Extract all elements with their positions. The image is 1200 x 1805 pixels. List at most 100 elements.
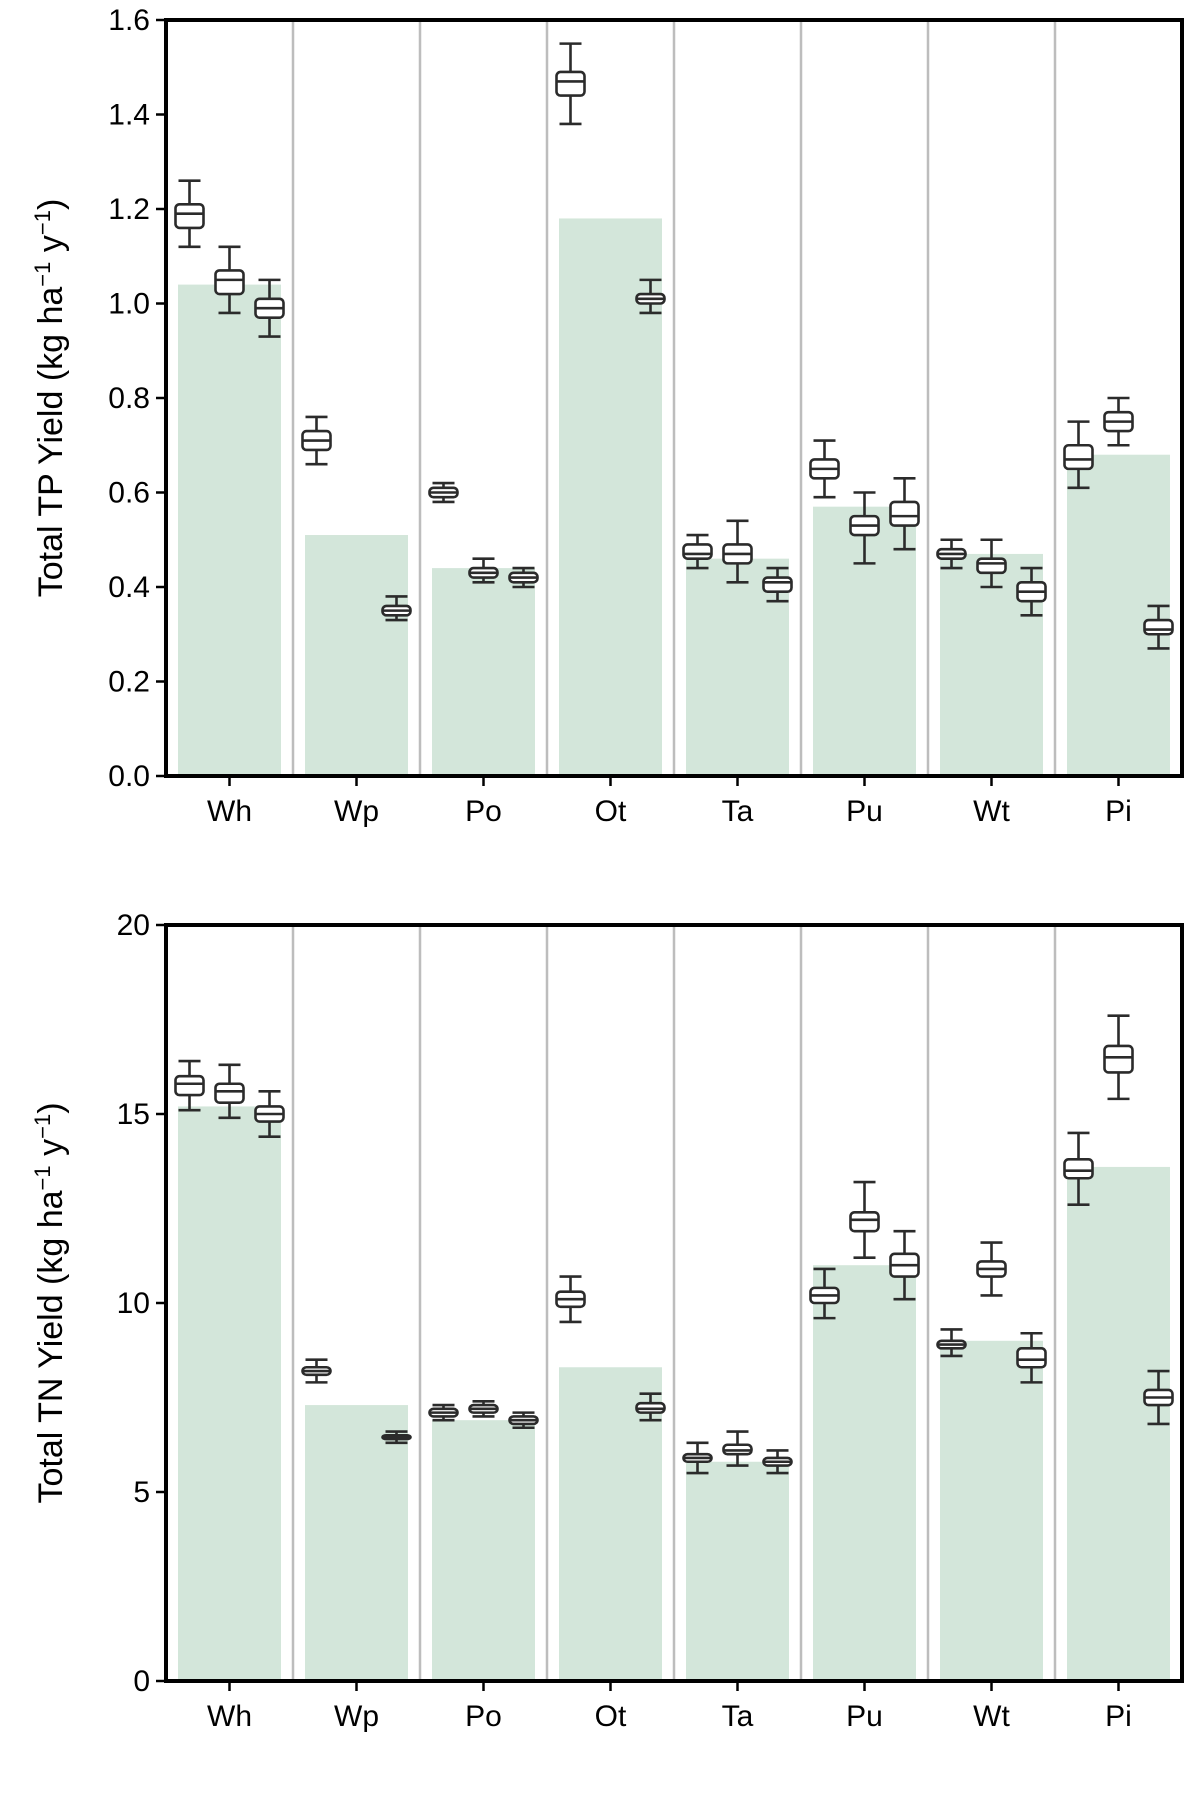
x-tick-label: Ta: [722, 795, 754, 828]
y-tick-label: 0.6: [108, 477, 150, 510]
boxplot-ot-1: [555, 1275, 586, 1324]
boxplot-pi-2: [1103, 396, 1134, 447]
bar-ta: [686, 1461, 789, 1681]
boxplot-ot-3: [635, 278, 666, 315]
bar-pi: [1067, 454, 1170, 776]
box-iqr: [762, 576, 793, 594]
box-iqr: [976, 557, 1007, 575]
y-tick-label: 10: [117, 1287, 150, 1320]
boxplot-pu-1: [809, 439, 840, 499]
x-tick-label: Pi: [1105, 1700, 1132, 1733]
bar-ot: [559, 1367, 662, 1681]
boxplot-ta-3: [762, 566, 793, 603]
chart-panel-1: 0.0 0.2 0.4 0.6 0.8 1.0 1.2 1.4 1.6 Wh Wp Po Ot Ta Pu W…: [30, 4, 1184, 828]
boxplot-pu-2: [849, 491, 880, 565]
x-tick-label: Wh: [207, 1700, 252, 1733]
boxplot-wt-2: [976, 1241, 1007, 1297]
boxplot-wh-3: [254, 1090, 285, 1138]
box-iqr: [889, 500, 920, 527]
boxplot-wp-3: [381, 595, 412, 622]
boxplot-po-1: [428, 481, 459, 504]
bar-pu: [813, 1265, 916, 1681]
box-iqr: [1063, 443, 1094, 471]
box-iqr: [214, 1082, 245, 1104]
box-iqr: [174, 202, 205, 230]
boxplot-wp-3: [381, 1430, 412, 1445]
boxplot-pi-3: [1143, 604, 1174, 650]
y-tick-label: 1.0: [108, 288, 150, 321]
boxplot-pu-2: [849, 1180, 880, 1259]
boxplot-wt-1: [936, 1328, 967, 1358]
boxplot-pu-3: [889, 1229, 920, 1301]
boxplot-wh-1: [174, 1059, 205, 1112]
y-tick-label: 0.8: [108, 382, 150, 415]
x-tick-label: Ta: [722, 1700, 754, 1733]
boxplot-wt-3: [1016, 566, 1047, 617]
bar-wp: [305, 1405, 408, 1681]
bar-ot: [559, 218, 662, 776]
bar-wp: [305, 535, 408, 776]
boxplot-pu-3: [889, 477, 920, 551]
x-tick-label: Po: [465, 1700, 502, 1733]
boxplot-pi-1: [1063, 1131, 1094, 1207]
x-tick-label: Ot: [595, 1700, 627, 1733]
boxplot-wh-1: [174, 179, 205, 249]
boxplot-wh-2: [214, 245, 245, 315]
boxplot-wt-2: [976, 538, 1007, 589]
boxplot-wh-3: [254, 278, 285, 338]
boxplot-pi-3: [1143, 1369, 1174, 1426]
y-tick-label: 1.4: [108, 99, 150, 132]
y-tick-label: 1.2: [108, 193, 150, 226]
boxplot-po-2: [468, 557, 499, 584]
bar-po: [432, 1420, 535, 1681]
box-iqr: [1016, 1347, 1047, 1369]
x-tick-label: Wt: [973, 1700, 1010, 1733]
boxplot-po-1: [428, 1403, 459, 1422]
x-tick-label: Ot: [595, 795, 627, 828]
y-tick-label: 0: [133, 1665, 150, 1698]
boxplot-wp-1: [301, 1358, 332, 1384]
boxplot-ta-2: [722, 519, 753, 584]
boxplot-ta-1: [682, 1441, 713, 1475]
x-tick-label: Wp: [334, 795, 379, 828]
boxplot-pu-1: [809, 1267, 840, 1320]
boxplot-wh-2: [214, 1063, 245, 1120]
chart-panel-2: 0 5 10 15 20 Wh Wp Po Ot Ta Pu Wt Pi Total TN Yield (…: [30, 909, 1184, 1733]
boxplot-ta-2: [722, 1430, 753, 1467]
y-tick-label: 0.0: [108, 760, 150, 793]
boxplot-ot-1: [555, 42, 586, 126]
box-iqr: [555, 70, 586, 97]
bar-wh: [178, 1106, 281, 1681]
y-axis-title: Total TN Yield (kg ha−1 y−1): [30, 1102, 71, 1503]
box-iqr: [1103, 1044, 1134, 1074]
x-tick-label: Po: [465, 795, 502, 828]
y-axis-title: Total TP Yield (kg ha−1 y−1): [30, 199, 71, 598]
x-tick-label: Wt: [973, 795, 1010, 828]
bar-po: [432, 568, 535, 776]
x-tick-label: Pu: [846, 795, 883, 828]
box-iqr: [849, 1210, 880, 1233]
bar-wh: [178, 284, 281, 776]
boxplot-wt-1: [936, 538, 967, 570]
boxplot-po-3: [508, 566, 539, 589]
boxplot-ot-3: [635, 1392, 666, 1422]
boxplot-pi-1: [1063, 420, 1094, 490]
y-tick-label: 5: [133, 1476, 150, 1509]
boxplot-wp-1: [301, 415, 332, 466]
bar-wt: [940, 1340, 1043, 1681]
box-iqr: [682, 543, 713, 560]
x-tick-label: Wh: [207, 795, 252, 828]
box-iqr: [214, 269, 245, 296]
bar-ta: [686, 558, 789, 776]
x-tick-label: Wp: [334, 1700, 379, 1733]
x-tick-label: Pu: [846, 1700, 883, 1733]
boxplot-wt-3: [1016, 1331, 1047, 1384]
y-tick-label: 0.2: [108, 666, 150, 699]
box-iqr: [1063, 1158, 1094, 1180]
y-tick-label: 15: [117, 1098, 150, 1131]
boxplot-po-3: [508, 1411, 539, 1430]
boxplot-ta-1: [682, 533, 713, 570]
y-tick-label: 20: [117, 909, 150, 942]
y-tick-label: 0.4: [108, 571, 150, 604]
